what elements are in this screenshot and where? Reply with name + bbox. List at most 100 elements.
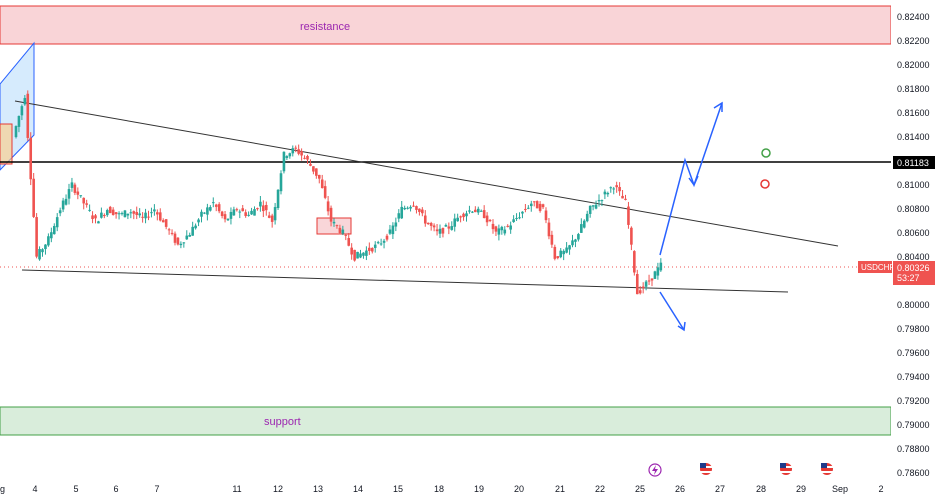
candle-body (279, 173, 283, 192)
candle-body (506, 225, 510, 227)
candle-body (26, 93, 30, 138)
candle-body (612, 188, 616, 190)
candle-body (335, 225, 339, 227)
key-level-badge (893, 156, 935, 169)
candle-body (185, 235, 189, 240)
candle-body (103, 215, 106, 217)
candle-body (173, 233, 177, 243)
candle-body (323, 186, 327, 198)
candle-body (541, 204, 545, 208)
key-level-badge-text: 0.81183 (897, 158, 929, 168)
candle-body (176, 237, 180, 245)
price-tick-label: 0.80800 (897, 204, 930, 214)
candle-body (44, 244, 47, 250)
candle-body (85, 203, 88, 205)
candle-body (500, 226, 504, 231)
candle-body (350, 247, 353, 255)
resistance-label: resistance (300, 21, 350, 33)
candle-body (14, 126, 18, 138)
candle-body (164, 219, 168, 227)
candle-body (415, 206, 418, 210)
candle-body (50, 232, 53, 239)
candle-body (362, 252, 365, 256)
us-flag-event-icon[interactable] (821, 463, 833, 475)
candle-body (641, 286, 645, 288)
candle-body (624, 198, 627, 200)
candle-body (203, 212, 206, 214)
price-tick-label: 0.79000 (897, 420, 930, 430)
candle-body (535, 201, 539, 209)
time-tick-label: 29 (796, 484, 806, 494)
time-tick-label: 14 (353, 484, 363, 494)
candle-body (194, 225, 197, 229)
candle-body (291, 148, 295, 154)
candle-body (117, 213, 121, 215)
candle-body (276, 189, 280, 209)
candle-body (618, 186, 621, 192)
time-axis-ticks: 4 5 6 7 11 12 13 14 15 18 19 20 21 22 25 26 27 28 29 Sep 2 (32, 484, 883, 494)
candle-body (370, 248, 374, 252)
symbol-badge-text: USDCHF (861, 263, 894, 272)
candle-body (409, 206, 412, 209)
time-tick-label: 22 (595, 484, 605, 494)
candle-body (423, 215, 427, 224)
candle-body (156, 212, 159, 215)
candle-body (138, 213, 141, 216)
candle-body (188, 234, 192, 237)
candle-body (465, 213, 468, 217)
candle-body (217, 204, 221, 212)
price-tick-label: 0.78800 (897, 444, 930, 454)
us-flag-event-icon[interactable] (780, 463, 792, 475)
time-tick-label: 21 (555, 484, 565, 494)
candle-body (105, 210, 109, 216)
candle-body (397, 213, 401, 219)
resistance-zone (0, 5, 892, 45)
candle-body (191, 226, 194, 236)
candle-body (312, 166, 315, 172)
candle-body (391, 225, 395, 235)
candle-body (100, 212, 103, 218)
candle-body (91, 215, 94, 219)
us-flag-event-icon[interactable] (700, 463, 712, 475)
candle-body (474, 209, 477, 213)
candle-body (209, 207, 212, 211)
candle-body (326, 201, 330, 212)
candle-body (450, 226, 454, 230)
price-badge (893, 261, 935, 285)
candle-body (462, 213, 465, 218)
candle-body (556, 256, 560, 259)
candle-body (644, 281, 648, 287)
candle-body (653, 271, 657, 279)
candle-body (88, 209, 91, 211)
candle-body (647, 280, 651, 282)
lightning-event-icon[interactable] (648, 463, 662, 477)
candle-body (158, 212, 162, 221)
candle-body (41, 249, 44, 253)
candle-body (532, 201, 536, 203)
bullish-projection-arrow (659, 101, 723, 256)
time-tick-label: Sep (832, 484, 848, 494)
candle-body (241, 208, 245, 212)
price-tick-label: 0.81800 (897, 84, 930, 94)
candle-body (338, 227, 342, 233)
candle-body (359, 253, 362, 258)
candle-body (453, 218, 457, 227)
candle-body (582, 220, 586, 228)
candle-body (114, 212, 118, 215)
candle-body (150, 212, 153, 214)
candle-body (132, 211, 136, 214)
candle-body (35, 217, 38, 257)
price-badge-value: 0.80326 (897, 263, 930, 273)
candle-body (512, 219, 515, 223)
candle-body (179, 243, 183, 246)
candle-body (253, 209, 256, 216)
candle-body (559, 250, 563, 258)
time-axis[interactable] (0, 452, 891, 500)
candle-body (438, 228, 442, 234)
candle-body (633, 251, 636, 273)
price-axis[interactable] (891, 0, 939, 500)
candle-body (256, 208, 259, 210)
candle-body (309, 163, 312, 166)
price-tick-label: 0.80400 (897, 252, 930, 262)
